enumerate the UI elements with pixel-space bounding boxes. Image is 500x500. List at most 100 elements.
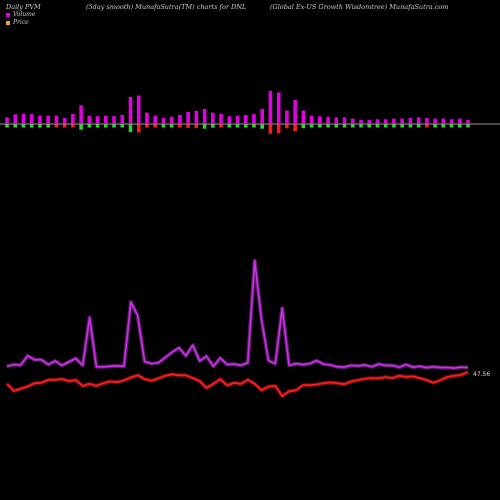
volume-bar-down: [260, 124, 264, 129]
legend-price-label: Price: [13, 19, 29, 26]
volume-bar-up: [145, 112, 149, 124]
volume-bar-down: [112, 124, 116, 128]
volume-bar-down: [128, 124, 133, 133]
volume-bar-up: [21, 113, 26, 124]
chart-header-left: Daily PVM: [6, 3, 41, 11]
volume-bar-up: [301, 110, 306, 124]
volume-bar-up: [120, 115, 125, 124]
volume-bar-down: [416, 124, 421, 128]
volume-bar-up: [227, 116, 232, 124]
volume-bar-up: [334, 117, 339, 124]
volume-bar-down: [334, 124, 339, 128]
volume-bar-down: [359, 124, 363, 128]
volume-bar-up: [383, 119, 388, 124]
volume-bar-down: [433, 124, 437, 128]
volume-line: [6, 259, 469, 369]
volume-bar-down: [375, 124, 380, 128]
volume-bar-up: [433, 118, 437, 124]
volume-bar-up: [260, 109, 264, 124]
legend-price: Price: [6, 19, 29, 26]
volume-bar-up: [293, 100, 297, 124]
volume-bar-up: [112, 116, 116, 124]
volume-bar-down: [276, 124, 281, 134]
volume-bar-down: [252, 124, 256, 128]
volume-bar-down: [326, 124, 330, 128]
chart-header-title: (5day smooth) MunafaSutra(TM) charts for…: [86, 3, 247, 11]
volume-bar-down: [87, 124, 92, 128]
volume-bar-down: [318, 124, 322, 128]
legend-volume-swatch: [6, 12, 10, 17]
volume-bar-down: [449, 124, 454, 128]
volume-bar-down: [13, 124, 18, 128]
volume-bar-down: [136, 124, 141, 133]
volume-bar-up: [408, 118, 413, 124]
volume-bar-up: [54, 115, 59, 124]
legend-volume: Volume: [6, 11, 35, 18]
volume-bar-up: [46, 115, 50, 124]
volume-bar-up: [243, 115, 248, 124]
legend-volume-label: Volume: [13, 11, 36, 18]
volume-bar-down: [29, 124, 34, 128]
volume-bar-up: [38, 115, 42, 124]
volume-bar-down: [169, 124, 174, 128]
volume-bar-up: [169, 116, 174, 124]
price-line: [6, 371, 469, 398]
volume-bar-down: [46, 124, 50, 128]
volume-line-glow: [6, 258, 469, 371]
volume-bar-up: [71, 113, 75, 124]
volume-bar-down: [219, 124, 223, 128]
volume-bar-down: [243, 124, 248, 128]
volume-bar-up: [194, 110, 199, 124]
volume-bar-up: [252, 114, 256, 124]
volume-bar-up: [457, 118, 462, 124]
volume-bar-down: [425, 124, 429, 128]
volume-bar-down: [161, 124, 166, 128]
volume-bar-up: [211, 112, 215, 124]
volume-bar-up: [79, 105, 83, 124]
volume-bar-down: [285, 124, 289, 129]
volume-bar-up: [285, 110, 289, 124]
volume-bar-up: [5, 117, 9, 124]
volume-bar-up: [103, 115, 108, 124]
volume-bar-up: [153, 115, 157, 124]
volume-bar-down: [95, 124, 100, 128]
volume-bar-down: [293, 124, 297, 132]
volume-bar-up: [318, 116, 322, 124]
legend-price-swatch: [6, 20, 10, 25]
volume-bar-down: [153, 124, 157, 128]
volume-bar-down: [235, 124, 240, 128]
volume-bar-up: [441, 118, 446, 124]
volume-bar-down: [383, 124, 388, 128]
volume-bar-down: [301, 124, 306, 129]
volume-bar-up: [425, 118, 429, 124]
volume-bar-down: [309, 124, 314, 128]
volume-bar-down: [54, 124, 59, 128]
volume-bar-down: [342, 124, 347, 128]
volume-bar-down: [400, 124, 404, 128]
volume-bar-up: [136, 95, 141, 124]
volume-bar-up: [161, 118, 166, 124]
volume-bar-down: [441, 124, 446, 128]
volume-bar-down: [62, 124, 67, 128]
volume-bar-up: [62, 118, 67, 124]
volume-bar-up: [128, 97, 133, 124]
volume-bar-up: [29, 114, 34, 124]
volume-bar-up: [186, 112, 190, 124]
volume-bar-down: [268, 124, 273, 134]
volume-bar-up: [219, 113, 223, 124]
volume-bar-up: [95, 116, 100, 124]
volume-bar-up: [235, 115, 240, 124]
volume-bar-down: [227, 124, 232, 128]
volume-bar-down: [21, 124, 26, 128]
volume-bar-down: [178, 124, 182, 128]
volume-bar-down: [71, 124, 75, 128]
volume-bar-down: [79, 124, 83, 130]
volume-bar-up: [13, 114, 18, 124]
volume-bar-up: [416, 117, 421, 124]
volume-bar-up: [367, 119, 372, 124]
volume-bar-down: [457, 124, 462, 128]
last-price-label: 47.56: [473, 371, 490, 378]
chart-header-right: (Global Ex-US Growth Wisdomtree) MunafaS…: [270, 3, 449, 11]
volume-bar-up: [87, 115, 92, 124]
